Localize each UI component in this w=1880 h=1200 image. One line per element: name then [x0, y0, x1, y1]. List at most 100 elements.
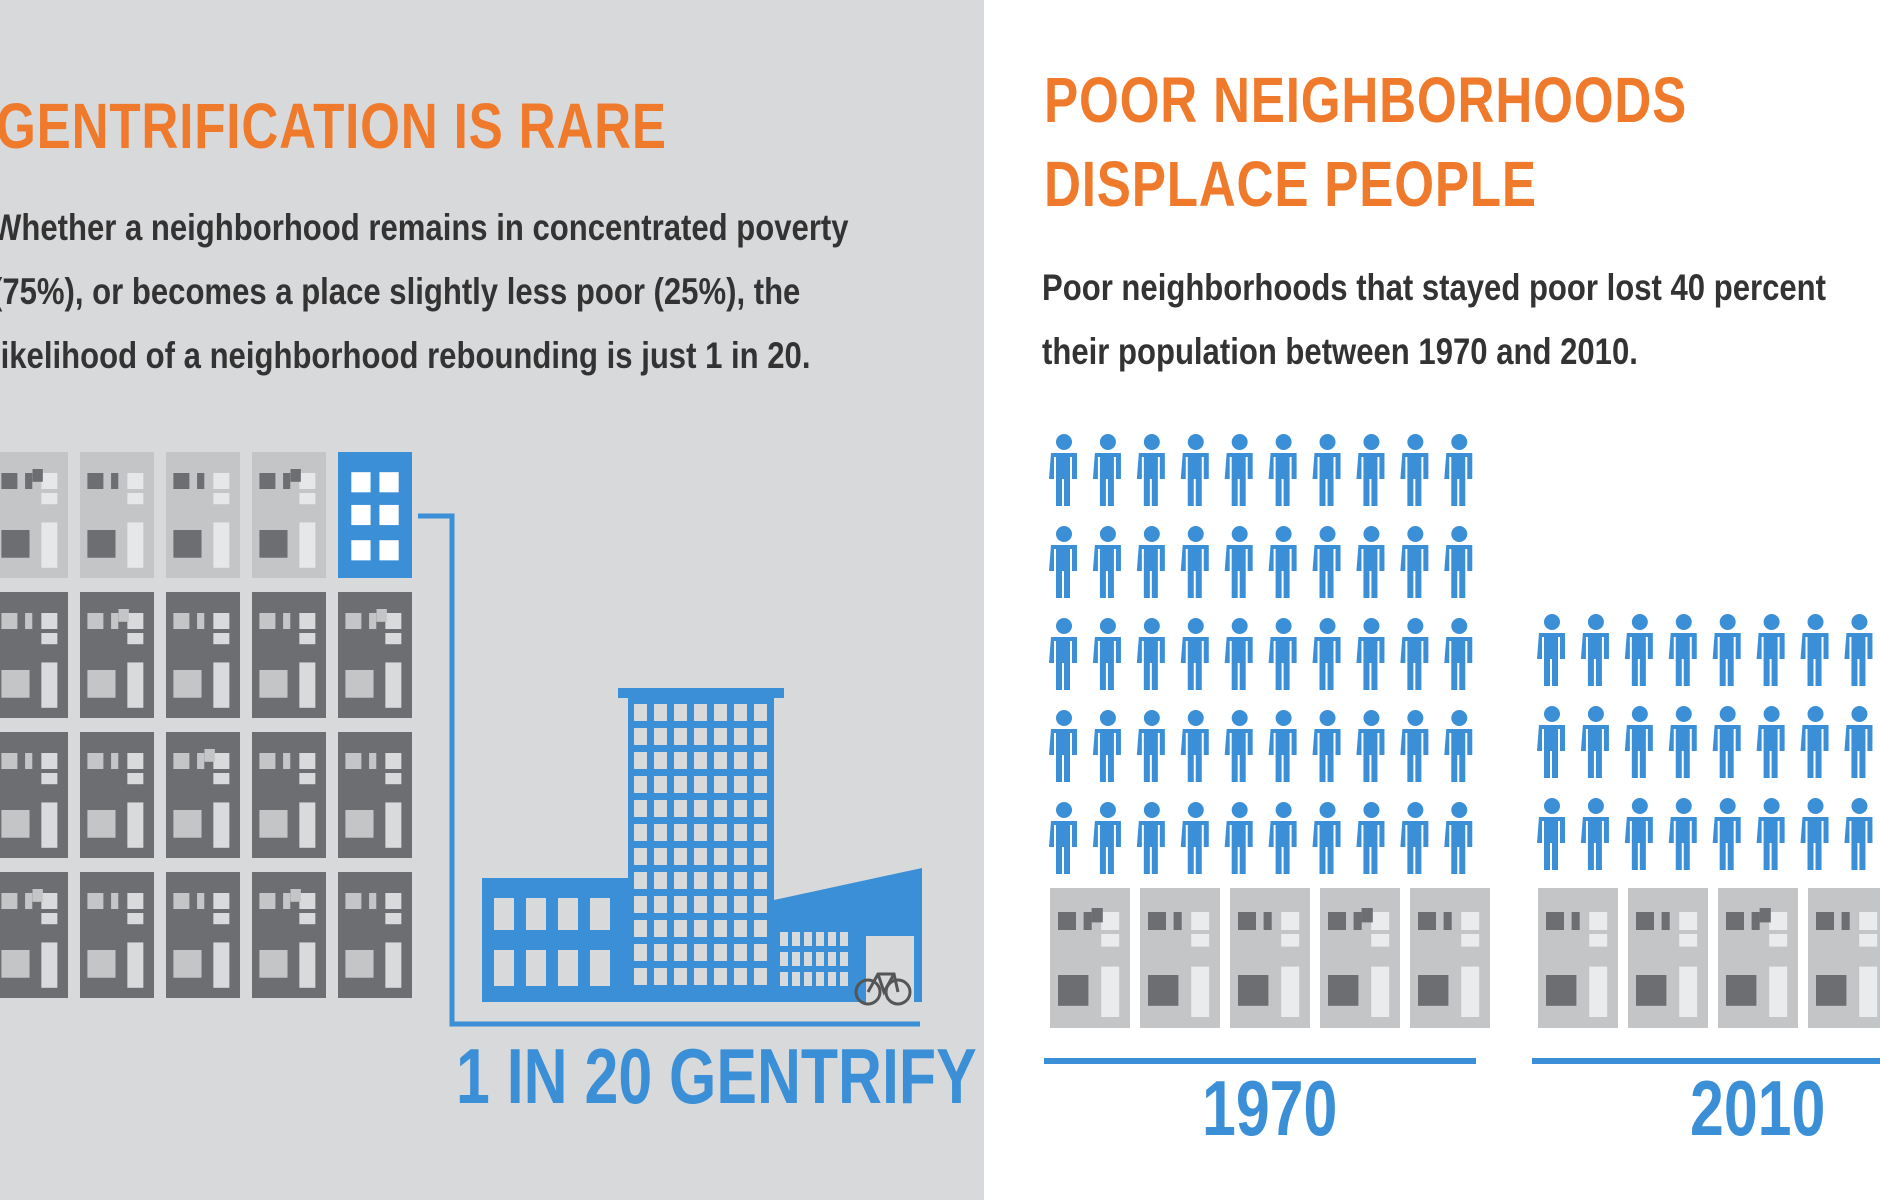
baseline-rule — [1044, 1058, 1476, 1064]
building-icon — [1230, 888, 1310, 1028]
person-icon — [1668, 614, 1697, 686]
person-icon — [1624, 798, 1653, 870]
new-development-icon — [482, 688, 922, 1002]
building-icon — [80, 592, 154, 718]
person-icon — [1092, 526, 1121, 598]
person-icon — [1136, 434, 1165, 506]
gentrification-title: GENTRIFICATION IS RARE — [0, 90, 667, 162]
person-icon — [1092, 434, 1121, 506]
building-icon — [252, 592, 326, 718]
person-icon — [1180, 526, 1209, 598]
displacement-panel: POOR NEIGHBORHOODS DISPLACE PEOPLE Poor … — [984, 0, 1880, 1200]
person-icon — [1312, 526, 1341, 598]
person-icon — [1444, 618, 1473, 690]
person-icon — [1444, 526, 1473, 598]
person-icon — [1537, 706, 1565, 778]
person-icon — [1624, 706, 1653, 778]
person-icon — [1049, 802, 1077, 874]
person-icon — [1356, 526, 1385, 598]
person-icon — [1400, 526, 1429, 598]
person-icon — [1537, 798, 1565, 870]
person-icon — [1756, 798, 1785, 870]
building-icon — [80, 732, 154, 858]
building-icon — [0, 872, 68, 998]
displacement-description-line: their population between 1970 and 2010. — [1042, 331, 1638, 372]
person-icon — [1400, 434, 1429, 506]
building-icon — [166, 732, 240, 858]
displacement-description-line: Poor neighborhoods that stayed poor lost… — [1042, 267, 1827, 308]
person-icon — [1092, 618, 1121, 690]
building-icon — [252, 452, 326, 578]
person-icon — [1444, 710, 1473, 782]
gentrification-illustration — [0, 452, 922, 1027]
person-icon — [1224, 618, 1253, 690]
description-line: likelihood of a neighborhood rebounding … — [0, 335, 811, 376]
person-icon — [1180, 434, 1209, 506]
person-icon — [1800, 798, 1829, 870]
person-icon — [1049, 434, 1077, 506]
person-icon — [1312, 802, 1341, 874]
displacement-title-line: POOR NEIGHBORHOODS — [1044, 64, 1688, 136]
person-icon — [1668, 798, 1697, 870]
building-icon — [80, 872, 154, 998]
person-icon — [1092, 710, 1121, 782]
building-icon — [0, 732, 68, 858]
person-icon — [1268, 434, 1297, 506]
person-icon — [1268, 802, 1297, 874]
gentrify-caption: 1 IN 20 GENTRIFY — [456, 1032, 977, 1120]
person-icon — [1400, 802, 1429, 874]
person-icon — [1092, 802, 1121, 874]
population-illustration — [1044, 434, 1880, 1064]
person-icon — [1224, 434, 1253, 506]
person-icon — [1268, 618, 1297, 690]
building-icon — [166, 592, 240, 718]
person-icon — [1800, 706, 1829, 778]
building-icon — [252, 732, 326, 858]
person-icon — [1268, 526, 1297, 598]
person-icon — [1180, 802, 1209, 874]
person-icon — [1580, 706, 1609, 778]
person-icon — [1580, 798, 1609, 870]
person-icon — [1444, 434, 1473, 506]
person-icon — [1224, 710, 1253, 782]
building-icon — [1320, 888, 1400, 1028]
person-icon — [1356, 618, 1385, 690]
person-icon — [1136, 710, 1165, 782]
person-icon — [1800, 614, 1829, 686]
baseline-rule — [1532, 1058, 1880, 1064]
gentrification-panel: GENTRIFICATION IS RARE Whether a neighbo… — [0, 0, 984, 1200]
person-icon — [1400, 618, 1429, 690]
person-icon — [1756, 614, 1785, 686]
building-icon — [338, 592, 412, 718]
year-label-2010: 2010 — [1690, 1064, 1826, 1152]
person-icon — [1312, 618, 1341, 690]
building-icon — [1410, 888, 1490, 1028]
bicycle-icon — [854, 972, 912, 1006]
person-icon — [1268, 710, 1297, 782]
person-icon — [1580, 614, 1609, 686]
person-icon — [1844, 706, 1873, 778]
building-icon — [80, 452, 154, 578]
person-icon — [1712, 706, 1741, 778]
person-icon — [1712, 614, 1741, 686]
connector-line — [418, 513, 920, 1027]
person-icon — [1624, 614, 1653, 686]
building-icon — [166, 872, 240, 998]
building-icon — [1718, 888, 1798, 1028]
person-icon — [1224, 526, 1253, 598]
building-icon — [1538, 888, 1618, 1028]
building-icon — [1050, 888, 1130, 1028]
person-icon — [1049, 710, 1077, 782]
building-icon — [252, 872, 326, 998]
building-icon — [0, 592, 68, 718]
person-icon — [1444, 802, 1473, 874]
person-icon — [1356, 710, 1385, 782]
building-icon — [1808, 888, 1880, 1028]
person-icon — [1180, 618, 1209, 690]
person-icon — [1136, 802, 1165, 874]
person-icon — [1356, 802, 1385, 874]
person-icon — [1400, 710, 1429, 782]
person-icon — [1136, 618, 1165, 690]
displacement-title-line: DISPLACE PEOPLE — [1044, 148, 1537, 220]
person-icon — [1136, 526, 1165, 598]
